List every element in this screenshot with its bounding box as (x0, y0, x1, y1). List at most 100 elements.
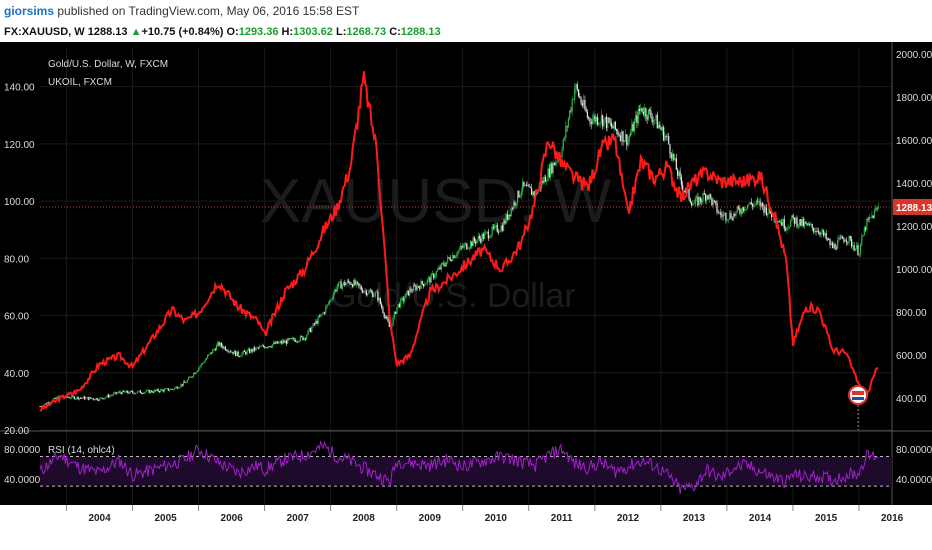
gold-candle-body (637, 109, 639, 124)
gold-candle-body (851, 238, 853, 247)
symbol-label[interactable]: FX:XAUUSD, W (4, 26, 85, 38)
gold-candle-body (276, 341, 279, 344)
gold-candle-body (332, 294, 334, 299)
gold-candle-body (280, 341, 282, 344)
gold-candle-body (237, 351, 239, 357)
gold-candle-body (806, 223, 808, 226)
gold-candle-body (430, 273, 432, 283)
gold-candle-body (555, 162, 557, 166)
gold-candle-body (750, 202, 752, 205)
gold-candle-body (327, 303, 329, 305)
gold-candle-body (800, 219, 802, 226)
gold-candle-body (287, 338, 289, 344)
gold-candle-body (383, 313, 385, 318)
gold-candle-body (720, 212, 722, 216)
gold-candle-body (842, 236, 844, 240)
gold-candle-body (71, 395, 73, 399)
gold-candle-body (783, 218, 785, 229)
gold-candle-body (515, 203, 517, 206)
gold-candle-body (864, 227, 867, 230)
gold-candle-body (232, 351, 234, 354)
gold-candle-body (190, 376, 192, 378)
gold-candle-body (348, 280, 350, 282)
gold-candle-body (811, 224, 813, 228)
gold-candle-body (342, 281, 345, 285)
gold-candle-body (661, 127, 663, 131)
gold-candle-body (101, 397, 103, 399)
gold-candle-body (533, 191, 535, 196)
gold-candle-body (527, 184, 529, 187)
gold-candle-body (870, 217, 872, 218)
gold-candle-body (817, 230, 820, 233)
gold-candle-body (429, 277, 431, 283)
gold-candle-body (168, 390, 171, 391)
gold-candle-body (175, 386, 177, 388)
gold-candle-body (213, 349, 215, 351)
publisher-header: giorsims published on TradingView.com, M… (0, 0, 932, 22)
gold-candle-body (496, 224, 498, 232)
gold-candle-body (322, 312, 324, 314)
gold-candle-body (529, 186, 531, 188)
watermark-symbol: XAUUSD, W (260, 167, 612, 236)
gold-candle-body (796, 217, 798, 227)
gold-candle-body (163, 389, 166, 392)
gold-candle-body (518, 190, 520, 198)
gold-candle-body (684, 190, 686, 192)
gold-candle-body (646, 116, 648, 120)
gold-candle-body (651, 117, 653, 123)
gold-candle-body (351, 284, 354, 287)
gold-candle-body (396, 307, 398, 314)
gold-candle-body (722, 213, 724, 217)
gold-candle-body (435, 271, 437, 276)
gold-candle-body (297, 341, 299, 343)
gold-candle-body (591, 119, 594, 125)
gold-candle-body (452, 255, 454, 261)
published-text: published on TradingView.com, May 06, 20… (54, 4, 360, 18)
gold-candle-body (153, 390, 155, 393)
gold-candle-body (692, 204, 694, 206)
gold-candle-body (88, 397, 91, 400)
gold-candle-body (689, 199, 691, 203)
price-chart[interactable]: XAUUSD, W Gold/U.S. Dollar 140.00120.001… (0, 42, 932, 550)
gold-candle-body (506, 214, 509, 220)
gold-candle-body (359, 285, 361, 287)
gold-candle-body (848, 236, 850, 243)
gold-candle-body (311, 327, 313, 333)
gold-candle-body (532, 191, 534, 196)
x-axis-tick: 2009 (419, 513, 442, 524)
x-axis-background (0, 505, 932, 550)
gold-candle-body (162, 389, 164, 392)
gold-candle-body (109, 395, 111, 398)
gold-candle-body (251, 349, 253, 352)
gold-candle-body (146, 390, 148, 392)
gold-candle-body (784, 228, 787, 231)
x-axis-tick: 2008 (353, 513, 376, 524)
gold-candle-body (852, 245, 854, 247)
gold-candle-body (838, 237, 840, 241)
gold-candle-body (444, 265, 446, 267)
gold-candle-body (690, 202, 693, 206)
publisher-username[interactable]: giorsims (4, 4, 55, 18)
x-axis-tick: 2016 (881, 513, 904, 524)
gold-candle-body (485, 231, 487, 233)
gold-candle-body (522, 181, 524, 192)
gold-candle-body (92, 398, 94, 400)
gold-candle-body (218, 342, 220, 346)
gold-candle-body (275, 341, 277, 344)
gold-candle-body (454, 256, 456, 258)
gold-candle-body (370, 291, 373, 293)
gold-candle-body (471, 241, 473, 246)
gold-candle-body (481, 233, 483, 243)
gold-candle-body (490, 234, 492, 238)
event-flag-icon[interactable] (848, 385, 868, 430)
gold-candle-body (737, 206, 740, 209)
rsi-panel: 80.0000 80.0000 40.0000 40.0000 (4, 440, 932, 495)
gold-candle-body (459, 246, 462, 250)
gold-candle-body (278, 342, 280, 344)
gold-candle-body (680, 176, 683, 185)
gold-candle-body (744, 209, 746, 211)
gold-candle-body (565, 126, 567, 138)
gold-candle-body (765, 206, 768, 216)
gold-candle-body (561, 149, 563, 158)
gold-candle-body (223, 346, 225, 349)
